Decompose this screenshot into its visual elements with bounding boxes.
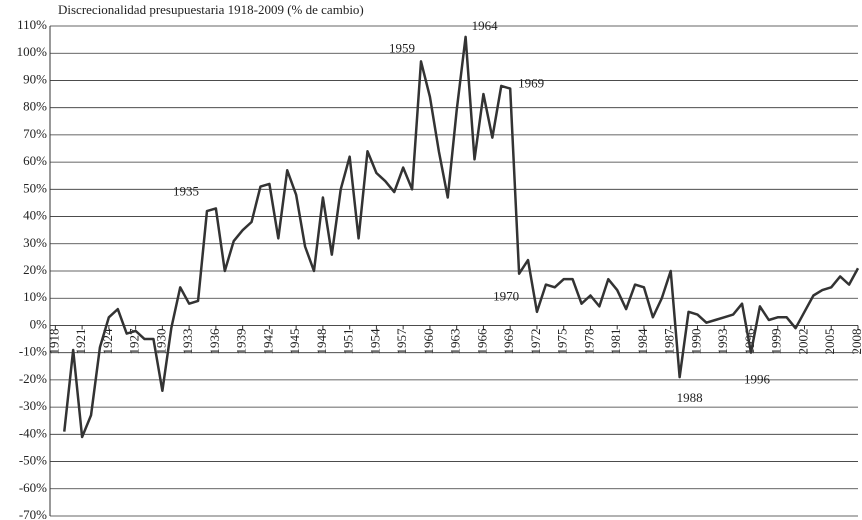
x-tick-label: 1960 bbox=[421, 328, 436, 354]
x-tick-label: 1951 bbox=[341, 328, 356, 354]
annotation: 1964 bbox=[472, 18, 499, 33]
y-tick-label: -70% bbox=[19, 507, 47, 520]
annotation: 1988 bbox=[677, 390, 703, 405]
y-tick-label: -10% bbox=[19, 344, 47, 359]
y-tick-label: -30% bbox=[19, 398, 47, 413]
x-tick-label: 1984 bbox=[635, 328, 650, 355]
chart-title: Discrecionalidad presupuestaria 1918-200… bbox=[58, 2, 364, 17]
y-tick-label: 110% bbox=[17, 17, 47, 32]
y-tick-label: -60% bbox=[19, 480, 47, 495]
y-tick-label: -50% bbox=[19, 453, 47, 468]
annotation: 1970 bbox=[493, 289, 519, 304]
y-tick-label: 30% bbox=[23, 235, 47, 250]
y-tick-label: 10% bbox=[23, 289, 47, 304]
y-tick-label: 0% bbox=[30, 316, 48, 331]
x-tick-label: 1990 bbox=[688, 328, 703, 354]
x-tick-label: 1999 bbox=[769, 328, 784, 354]
x-tick-label: 1933 bbox=[180, 328, 195, 354]
y-tick-label: 60% bbox=[23, 153, 47, 168]
x-tick-label: 1921 bbox=[73, 328, 88, 354]
annotation: 1969 bbox=[518, 76, 544, 91]
y-tick-label: -20% bbox=[19, 371, 47, 386]
x-tick-label: 1939 bbox=[234, 328, 249, 354]
x-tick-label: 1945 bbox=[287, 328, 302, 354]
x-tick-label: 1963 bbox=[448, 328, 463, 354]
annotation: 1935 bbox=[173, 183, 199, 198]
x-tick-label: 1954 bbox=[367, 328, 382, 355]
annotation: 1959 bbox=[389, 40, 415, 55]
y-tick-label: 70% bbox=[23, 126, 47, 141]
x-tick-label: 1918 bbox=[46, 328, 61, 354]
annotation: 1996 bbox=[744, 372, 771, 387]
x-tick-label: 2008 bbox=[849, 328, 862, 354]
x-tick-label: 1948 bbox=[314, 328, 329, 354]
x-tick-label: 1957 bbox=[394, 328, 409, 355]
x-tick-label: 1942 bbox=[260, 328, 275, 354]
x-tick-label: 1936 bbox=[207, 328, 222, 355]
x-tick-label: 2005 bbox=[822, 328, 837, 354]
y-tick-label: 100% bbox=[17, 44, 48, 59]
x-tick-label: 1972 bbox=[528, 328, 543, 354]
x-tick-label: 1978 bbox=[581, 328, 596, 354]
x-tick-label: 1969 bbox=[501, 328, 516, 354]
x-tick-label: 1981 bbox=[608, 328, 623, 354]
line-series bbox=[63, 35, 860, 439]
y-tick-label: 90% bbox=[23, 71, 47, 86]
y-tick-label: 20% bbox=[23, 262, 47, 277]
x-tick-label: 1966 bbox=[474, 328, 489, 355]
x-tick-label: 1993 bbox=[715, 328, 730, 354]
x-tick-label: 2002 bbox=[795, 328, 810, 354]
y-tick-label: 80% bbox=[23, 99, 47, 114]
y-tick-label: 50% bbox=[23, 180, 47, 195]
x-tick-label: 1930 bbox=[153, 328, 168, 354]
y-tick-label: -40% bbox=[19, 425, 47, 440]
x-tick-label: 1987 bbox=[662, 328, 677, 355]
x-tick-label: 1975 bbox=[555, 328, 570, 354]
y-tick-label: 40% bbox=[23, 208, 47, 223]
